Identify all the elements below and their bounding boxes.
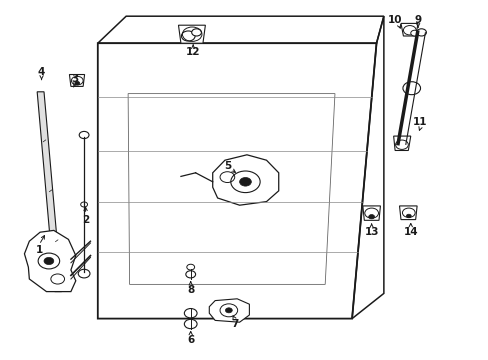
Text: 6: 6 (187, 335, 194, 345)
Circle shape (185, 271, 195, 278)
Circle shape (416, 29, 426, 36)
Text: 13: 13 (364, 227, 378, 237)
Text: 12: 12 (185, 47, 200, 57)
Circle shape (395, 140, 407, 148)
Polygon shape (178, 25, 205, 43)
Text: 2: 2 (82, 215, 89, 225)
Circle shape (402, 82, 420, 95)
Polygon shape (362, 206, 380, 220)
Text: 7: 7 (230, 319, 238, 329)
Circle shape (184, 309, 197, 318)
Circle shape (79, 131, 89, 139)
Text: 4: 4 (38, 67, 45, 77)
Polygon shape (399, 206, 416, 220)
Circle shape (239, 177, 251, 186)
Text: 14: 14 (403, 227, 417, 237)
Circle shape (368, 215, 374, 219)
Circle shape (406, 214, 410, 218)
Circle shape (75, 81, 80, 85)
Polygon shape (69, 75, 84, 86)
Text: 10: 10 (387, 15, 402, 25)
Circle shape (44, 257, 54, 265)
Circle shape (191, 29, 201, 36)
Circle shape (81, 202, 87, 207)
Polygon shape (24, 230, 76, 292)
Circle shape (225, 308, 232, 313)
Text: 3: 3 (71, 74, 78, 84)
Polygon shape (393, 136, 410, 150)
Circle shape (181, 31, 195, 41)
Text: 11: 11 (412, 117, 427, 127)
Circle shape (186, 264, 194, 270)
Circle shape (410, 30, 418, 36)
Polygon shape (37, 92, 61, 292)
Polygon shape (209, 299, 249, 322)
Text: 9: 9 (414, 15, 421, 25)
Polygon shape (400, 23, 417, 36)
Text: 8: 8 (187, 285, 194, 295)
Polygon shape (212, 155, 278, 205)
Circle shape (78, 269, 90, 278)
Text: 5: 5 (224, 161, 230, 171)
Circle shape (184, 319, 197, 329)
Text: 1: 1 (36, 245, 42, 255)
